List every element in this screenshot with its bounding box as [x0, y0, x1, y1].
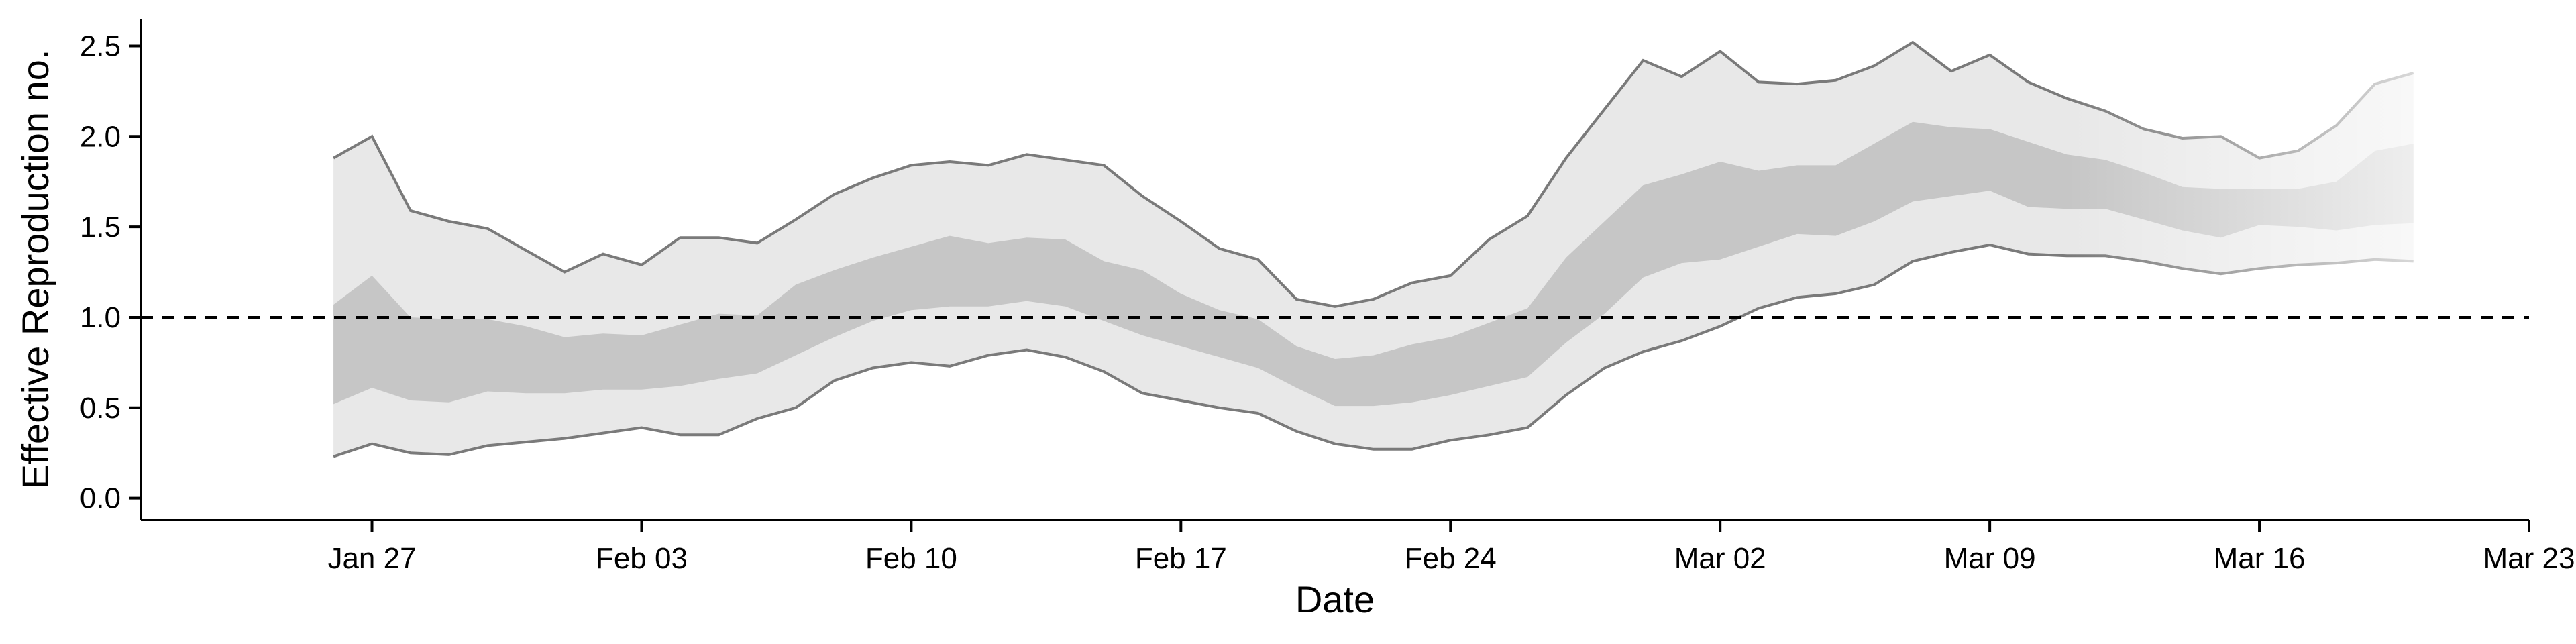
x-tick-label: Mar 02	[1674, 542, 1766, 575]
x-axis-ticks: Jan 27 Feb 03 Feb 10 Feb 17 Feb 24 Mar 02 Mar …	[327, 520, 2575, 575]
y-tick-label: 2.0	[80, 120, 121, 153]
x-tick-label: Jan 27	[327, 542, 416, 575]
x-tick-label: Mar 09	[1944, 542, 2036, 575]
y-tick-label: 2.5	[80, 30, 121, 62]
forecast-fade-overlay	[2066, 19, 2416, 520]
x-tick-label: Mar 23	[2483, 542, 2575, 575]
x-axis-title: Date	[1295, 578, 1375, 621]
y-tick-label: 1.5	[80, 211, 121, 244]
inner-band	[333, 121, 2414, 407]
x-tick-label: Feb 17	[1135, 542, 1227, 575]
y-tick-label: 1.0	[80, 301, 121, 334]
y-axis-ticks: 0.0 0.5 1.0 1.5 2.0 2.5	[80, 30, 141, 515]
y-axis-title: Effective Reproduction no.	[14, 50, 56, 490]
axes	[140, 19, 2529, 521]
x-tick-label: Feb 10	[865, 542, 957, 575]
x-tick-label: Feb 24	[1405, 542, 1497, 575]
x-tick-label: Feb 03	[596, 542, 688, 575]
y-tick-label: 0.5	[80, 392, 121, 425]
y-tick-label: 0.0	[80, 482, 121, 515]
x-tick-label: Mar 16	[2214, 542, 2306, 575]
